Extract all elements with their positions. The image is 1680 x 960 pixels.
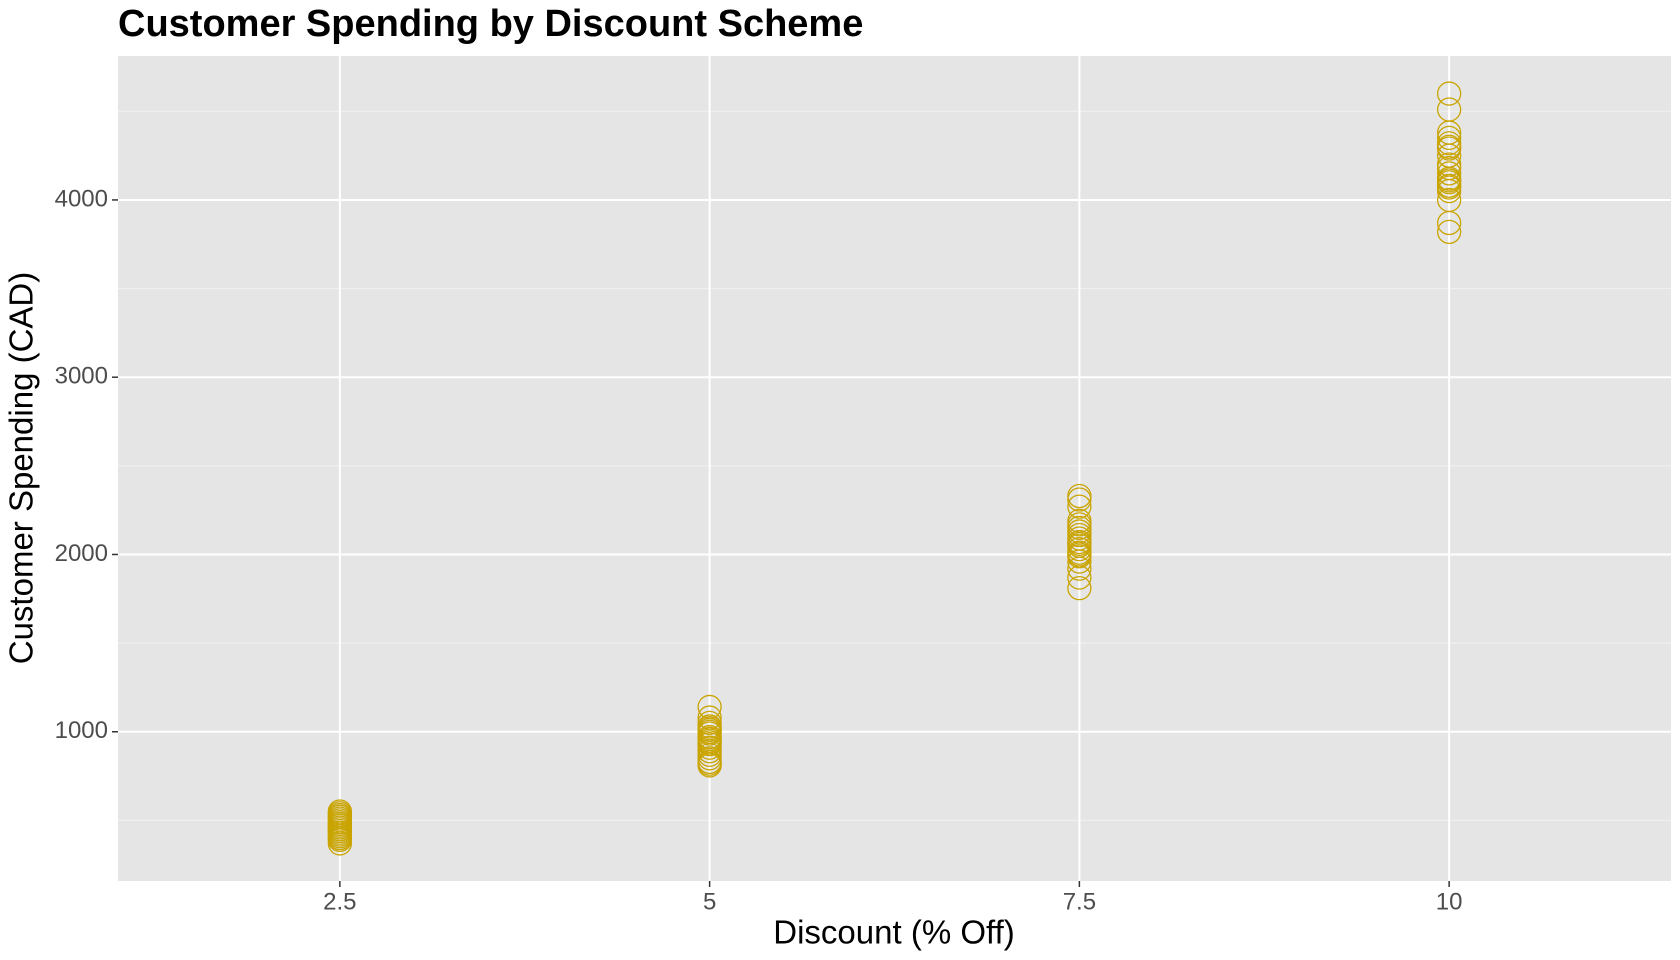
point <box>1436 187 1462 213</box>
point <box>1436 81 1462 106</box>
point <box>1067 483 1092 509</box>
panel <box>118 56 1671 881</box>
y-tick-label: 4000 <box>55 185 108 212</box>
point <box>327 801 353 826</box>
point <box>697 705 722 730</box>
x-tick-label: 2.5 <box>323 888 356 915</box>
x-tick-label: 5 <box>703 888 716 915</box>
point <box>1436 155 1462 181</box>
point <box>697 726 722 751</box>
x-tick-label: 7.5 <box>1063 888 1096 915</box>
point <box>697 710 722 736</box>
x-tick-label: 10 <box>1436 888 1463 915</box>
point <box>697 716 722 741</box>
point <box>327 825 353 851</box>
point <box>1436 97 1462 122</box>
y-tick-label: 1000 <box>55 717 108 744</box>
point <box>1436 125 1462 151</box>
point <box>327 811 353 837</box>
point <box>327 820 353 845</box>
point <box>1436 161 1462 186</box>
y-tick-label: 3000 <box>55 363 108 390</box>
x-axis-title: Discount (% Off) <box>773 914 1014 951</box>
y-axis-title: Customer Spending (CAD) <box>3 272 40 665</box>
point <box>1436 175 1462 200</box>
point <box>1436 219 1462 244</box>
point <box>1067 494 1092 519</box>
chart-title: Customer Spending by Discount Scheme <box>118 3 863 45</box>
point <box>697 694 722 720</box>
point <box>1067 531 1092 556</box>
point <box>1067 576 1092 601</box>
point <box>1436 168 1462 193</box>
y-tick-label: 2000 <box>55 540 108 567</box>
point <box>1436 134 1462 159</box>
point <box>697 751 722 776</box>
point <box>1067 542 1092 567</box>
